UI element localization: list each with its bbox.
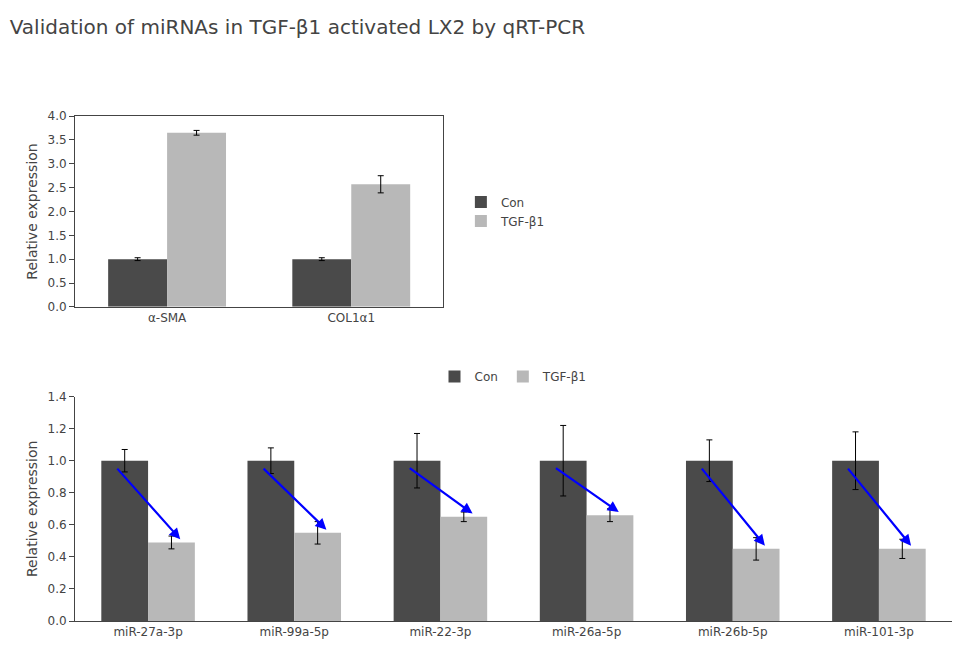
- svg-text:miR-26b-5p: miR-26b-5p: [698, 625, 768, 639]
- svg-text:COL1α1: COL1α1: [327, 311, 375, 325]
- svg-text:1.2: 1.2: [48, 422, 67, 436]
- svg-text:0.8: 0.8: [48, 486, 67, 500]
- svg-text:Con: Con: [501, 196, 524, 210]
- svg-text:miR-22-3p: miR-22-3p: [409, 625, 471, 639]
- svg-text:1.4: 1.4: [48, 390, 67, 404]
- svg-text:Relative expression: Relative expression: [24, 143, 40, 279]
- svg-text:0.5: 0.5: [48, 276, 67, 290]
- svg-text:α-SMA: α-SMA: [148, 311, 187, 325]
- svg-text:miR-99a-5p: miR-99a-5p: [260, 625, 329, 639]
- svg-text:3.5: 3.5: [48, 133, 67, 147]
- svg-text:0.0: 0.0: [48, 300, 67, 314]
- svg-text:0.6: 0.6: [48, 518, 67, 532]
- svg-text:Con: Con: [475, 370, 498, 384]
- svg-text:miR-101-3p: miR-101-3p: [844, 625, 914, 639]
- svg-text:miR-27a-3p: miR-27a-3p: [113, 625, 182, 639]
- svg-text:2.5: 2.5: [48, 181, 67, 195]
- svg-text:1.0: 1.0: [48, 252, 67, 266]
- svg-text:2.0: 2.0: [48, 205, 67, 219]
- svg-text:1.0: 1.0: [48, 454, 67, 468]
- svg-text:4.0: 4.0: [48, 109, 67, 123]
- svg-text:miR-26a-5p: miR-26a-5p: [552, 625, 621, 639]
- svg-text:1.5: 1.5: [48, 229, 67, 243]
- svg-text:Validation of miRNAs in TGF-β1: Validation of miRNAs in TGF-β1 activated…: [10, 15, 585, 39]
- svg-text:0.0: 0.0: [48, 614, 67, 628]
- svg-text:TGF-β1: TGF-β1: [542, 370, 586, 384]
- svg-text:TGF-β1: TGF-β1: [500, 215, 544, 229]
- svg-text:Relative expression: Relative expression: [24, 441, 40, 577]
- svg-text:0.4: 0.4: [48, 550, 67, 564]
- svg-text:0.2: 0.2: [48, 582, 67, 596]
- svg-text:3.0: 3.0: [48, 157, 67, 171]
